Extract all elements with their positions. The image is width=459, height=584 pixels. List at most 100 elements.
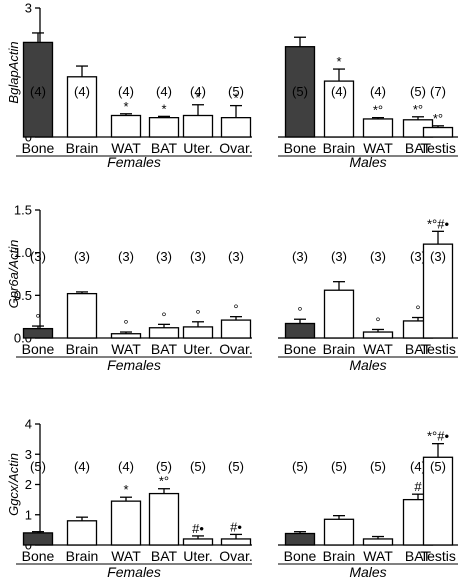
y-tick-label: 1.5 <box>14 203 32 218</box>
bar <box>284 46 316 138</box>
y-axis-label: Gpr6a/Actin <box>6 240 21 309</box>
sample-size-label: (3) <box>30 249 46 264</box>
x-tick-label: WAT <box>111 140 141 156</box>
significance-annotation: *° <box>413 102 423 117</box>
chart-panel-1: 0123BglapActinFemales(4)Bone(4)Brain(4)*… <box>6 1 458 170</box>
sample-size-label: (3) <box>410 249 426 264</box>
bar <box>22 532 54 546</box>
chart-panel-2: 0.00.51.01.5Gpr6a/ActinFemales(3)°Bone(3… <box>6 203 458 373</box>
bar <box>220 538 252 546</box>
significance-annotation: * <box>123 99 128 114</box>
group-label: Males <box>349 564 386 580</box>
group-label: Males <box>349 154 386 170</box>
bar <box>66 292 98 339</box>
sample-size-label: (5) <box>292 459 308 474</box>
x-tick-label: Testis <box>420 140 456 156</box>
x-tick-label: BAT <box>405 140 432 156</box>
bar <box>148 492 180 546</box>
y-tick-label: 3 <box>25 447 32 462</box>
x-tick-label: BAT <box>405 341 432 357</box>
significance-annotation: * <box>161 101 166 116</box>
x-tick-label: Ovar. <box>219 341 252 357</box>
bar <box>66 520 98 546</box>
x-tick-label: WAT <box>111 548 141 564</box>
sample-size-label: (4) <box>118 459 134 474</box>
x-tick-label: BAT <box>405 548 432 564</box>
sample-size-label: (5) <box>331 459 347 474</box>
sample-size-label: (3) <box>331 249 347 264</box>
x-tick-label: BAT <box>151 341 178 357</box>
sample-size-label: (5) <box>292 84 308 99</box>
x-tick-label: WAT <box>363 548 393 564</box>
bar <box>422 243 454 339</box>
bar <box>66 76 98 138</box>
x-tick-label: Uter. <box>183 140 213 156</box>
x-tick-label: WAT <box>363 341 393 357</box>
x-tick-label: Testis <box>420 341 456 357</box>
x-tick-label: Testis <box>420 548 456 564</box>
x-tick-label: Brain <box>66 140 99 156</box>
bar <box>148 117 180 138</box>
y-axis-label: Ggcx/Actin <box>6 453 21 516</box>
bar <box>22 327 54 339</box>
significance-annotation: ° <box>233 302 238 317</box>
sample-size-label: (3) <box>228 249 244 264</box>
bar <box>284 322 316 339</box>
sample-size-label: (3) <box>430 249 446 264</box>
x-tick-label: Bone <box>284 548 317 564</box>
x-tick-label: Brain <box>323 341 356 357</box>
significance-annotation: * <box>195 90 200 105</box>
x-tick-label: Uter. <box>183 548 213 564</box>
x-tick-label: Bone <box>22 548 55 564</box>
bar <box>110 114 142 138</box>
group-label: Females <box>107 154 161 170</box>
sample-size-label: (7) <box>430 84 446 99</box>
significance-annotation: #• <box>192 521 204 536</box>
bar <box>110 500 142 546</box>
bar <box>323 518 355 546</box>
x-tick-label: BAT <box>151 548 178 564</box>
sample-size-label: (4) <box>156 84 172 99</box>
bar <box>422 456 454 546</box>
bar <box>362 331 394 339</box>
significance-annotation: *° <box>159 474 169 489</box>
sample-size-label: (4) <box>410 459 426 474</box>
sample-size-label: (3) <box>74 249 90 264</box>
bar <box>182 538 214 546</box>
x-tick-label: WAT <box>111 341 141 357</box>
sample-size-label: (5) <box>156 459 172 474</box>
bar <box>422 126 454 138</box>
significance-annotation: ° <box>35 311 40 326</box>
sample-size-label: (5) <box>30 459 46 474</box>
sample-size-label: (5) <box>228 84 244 99</box>
y-tick-label: 2 <box>25 477 32 492</box>
sample-size-label: (5) <box>190 459 206 474</box>
significance-annotation: ° <box>123 317 128 332</box>
bar <box>323 80 355 138</box>
sample-size-label: (5) <box>430 459 446 474</box>
sample-size-label: (4) <box>190 84 206 99</box>
x-tick-label: Brain <box>323 140 356 156</box>
significance-annotation: * <box>233 91 238 106</box>
bar <box>220 117 252 138</box>
bar <box>284 532 316 546</box>
sample-size-label: (4) <box>74 459 90 474</box>
significance-annotation: # <box>414 479 422 494</box>
sample-size-label: (3) <box>292 249 308 264</box>
sample-size-label: (3) <box>190 249 206 264</box>
x-tick-label: Bone <box>284 341 317 357</box>
x-tick-label: Bone <box>22 140 55 156</box>
sample-size-label: (4) <box>331 84 347 99</box>
significance-annotation: ° <box>297 304 302 319</box>
significance-annotation: ° <box>415 303 420 318</box>
chart-panel-3: 01234Ggcx/ActinFemales(5)Bone(4)Brain(4)… <box>6 417 458 580</box>
y-tick-label: 4 <box>25 417 32 432</box>
sample-size-label: (4) <box>30 84 46 99</box>
x-tick-label: Brain <box>323 548 356 564</box>
significance-annotation: ° <box>195 307 200 322</box>
bar <box>220 319 252 339</box>
significance-annotation: *° <box>373 103 383 118</box>
sample-size-label: (4) <box>370 84 386 99</box>
significance-annotation: ° <box>375 314 380 329</box>
